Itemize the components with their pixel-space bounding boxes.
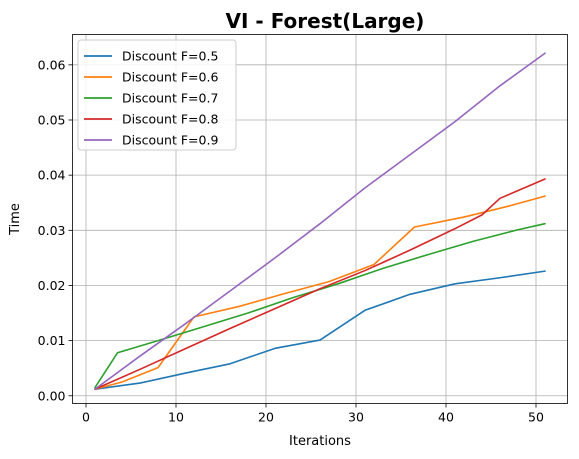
x-tick-label: 0 — [82, 410, 90, 425]
x-tick-label: 10 — [168, 410, 184, 425]
grid — [72, 34, 568, 404]
y-tick-label: 0.06 — [38, 57, 66, 72]
y-tick-label: 0.05 — [38, 112, 66, 127]
series-lines — [94, 52, 546, 390]
legend: Discount F=0.5 Discount F=0.6 Discount F=0… — [77, 39, 237, 151]
y-tick-label: 0.04 — [38, 168, 66, 183]
series-line-5 — [94, 52, 546, 390]
legend-label-4: Discount F=0.8 — [122, 112, 218, 127]
y-axis-ticks: 0.00 0.01 0.02 0.03 0.04 0.05 0.06 — [38, 57, 73, 403]
legend-label-5: Discount F=0.9 — [122, 133, 218, 148]
plot-area-frame — [72, 34, 568, 404]
y-axis-label: Time — [8, 203, 23, 236]
chart-title: VI - Forest(Large) — [226, 9, 425, 33]
x-tick-label: 40 — [438, 410, 454, 425]
y-tick-label: 0.03 — [38, 223, 66, 238]
series-line-4 — [94, 178, 546, 390]
legend-label-3: Discount F=0.7 — [122, 91, 218, 106]
y-tick-label: 0.02 — [38, 278, 66, 293]
series-line-2 — [94, 195, 546, 390]
y-tick-label: 0.00 — [38, 388, 66, 403]
y-tick-label: 0.01 — [38, 333, 66, 348]
legend-label-2: Discount F=0.6 — [122, 70, 218, 85]
x-axis-label: Iterations — [289, 434, 351, 449]
legend-box — [77, 39, 237, 151]
x-tick-label: 20 — [258, 410, 274, 425]
series-line-1 — [94, 270, 546, 390]
x-tick-label: 50 — [528, 410, 544, 425]
x-tick-label: 30 — [348, 410, 364, 425]
legend-label-1: Discount F=0.5 — [122, 49, 218, 64]
x-axis-ticks: 0 10 20 30 40 50 — [82, 403, 544, 425]
